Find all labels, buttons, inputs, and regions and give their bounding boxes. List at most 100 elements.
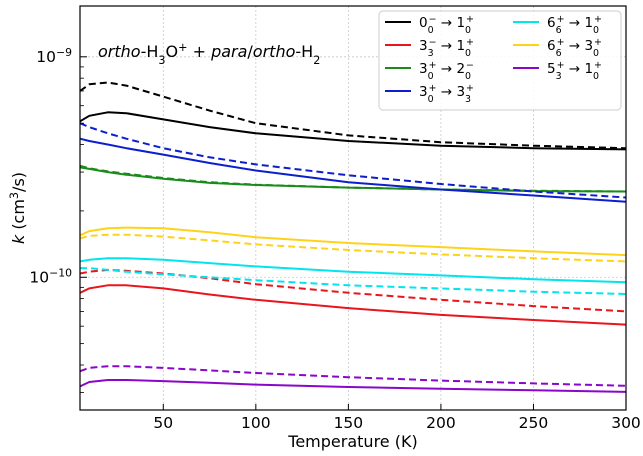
legend-sub: 0 (428, 94, 434, 105)
x-tick-label: 50 (153, 414, 173, 432)
legend-entry: 53+ → 10+ (547, 60, 602, 82)
legend-sub: 0 (465, 48, 471, 59)
annotation-part: / (247, 42, 253, 61)
legend-entry: 30+ → 20− (419, 60, 474, 82)
legend-level: 1 (584, 61, 593, 77)
legend-level: 1 (584, 15, 593, 31)
annotation-part: O (166, 42, 179, 61)
legend-sub: 0 (465, 25, 471, 36)
series-line-dashed (79, 164, 627, 193)
series-line-dashed (79, 365, 627, 387)
legend-arrow: → (565, 38, 585, 54)
y-tick-exponent: −10 (49, 266, 72, 279)
x-tick-label: 300 (611, 414, 641, 432)
legend-arrow: → (565, 15, 585, 31)
legend-sup: + (429, 83, 437, 94)
legend-level: 6 (547, 15, 556, 31)
series-line-dashed (79, 268, 627, 313)
x-axis-label: Temperature (K) (287, 432, 417, 451)
legend-level: 3 (456, 84, 465, 100)
legend-sub: 0 (428, 25, 434, 36)
y-tick-label: 10−10 (29, 266, 72, 287)
y-tick-label: 10−9 (36, 45, 72, 65)
x-tick-label: 200 (426, 414, 456, 432)
y-axis-label-part: /s) (9, 172, 28, 192)
legend-arrow: → (437, 61, 457, 77)
y-tick-exponent: −9 (56, 45, 72, 58)
series-line-solid (79, 226, 627, 257)
legend-box (378, 10, 622, 111)
legend-sup: − (429, 37, 437, 48)
legend-sub: 0 (465, 71, 471, 82)
legend-sub: 0 (593, 48, 599, 59)
legend-sub: 3 (465, 94, 471, 105)
axis-labels: Temperature (K)k (cm3/s)ortho-H3O+ + par… (8, 41, 418, 452)
y-tick-base: 10 (36, 48, 56, 66)
annotation-part: ortho (253, 42, 296, 61)
legend-sup: − (429, 14, 437, 25)
legend-sup: + (557, 14, 565, 25)
legend-sub: 6 (556, 25, 562, 36)
series-lines (79, 81, 627, 393)
y-axis-label-part: k (9, 234, 28, 244)
series-line-dashed (79, 122, 627, 199)
legend-level: 6 (547, 38, 556, 54)
annotation-part: 3 (158, 54, 165, 67)
legend-level: 3 (419, 61, 428, 77)
legend-entry: 66+ → 30+ (547, 37, 602, 59)
annotation-part: + (187, 42, 211, 61)
legend-sub: 0 (593, 25, 599, 36)
y-tick-base: 10 (29, 268, 49, 286)
x-tick-label: 100 (241, 414, 271, 432)
legend-level: 3 (584, 38, 593, 54)
annotation-part: -H (141, 42, 159, 61)
legend-arrow: → (565, 61, 585, 77)
legend-level: 1 (456, 38, 465, 54)
legend-arrow: → (437, 84, 457, 100)
legend-sub: 0 (593, 71, 599, 82)
plot-frame (79, 5, 627, 411)
legend-level: 3 (419, 38, 428, 54)
y-axis-label-part: (cm (9, 199, 28, 235)
series-line-solid (79, 137, 627, 203)
legend-level: 2 (456, 61, 465, 77)
legend-sup: + (557, 37, 565, 48)
series-line-solid (79, 111, 627, 151)
legend-level: 1 (456, 15, 465, 31)
legend-entry: 66+ → 10+ (547, 14, 602, 36)
chart-annotation: ortho-H3O+ + para/ortho-H2 (98, 41, 320, 67)
legend-sup: + (594, 37, 602, 48)
legend-sub: 0 (428, 71, 434, 82)
legend-sup: − (466, 60, 474, 71)
legend-sub: 3 (428, 48, 434, 59)
legend-sub: 3 (556, 71, 562, 82)
legend-entry: 00− → 10+ (419, 14, 474, 36)
series-line-solid (79, 284, 627, 326)
y-axis-label-part: 3 (8, 192, 21, 199)
legend: 00− → 10+33− → 10+30+ → 20−30+ → 33+66+ … (378, 10, 622, 111)
series-line-dashed (79, 233, 627, 263)
legend-entry: 33− → 10+ (419, 37, 474, 59)
annotation-part: + (178, 41, 187, 54)
legend-entry: 30+ → 33+ (419, 83, 474, 105)
legend-level: 0 (419, 15, 428, 31)
legend-arrow: → (437, 15, 457, 31)
x-tick-label: 250 (519, 414, 549, 432)
legend-arrow: → (437, 38, 457, 54)
x-tick-label: 150 (334, 414, 364, 432)
legend-level: 3 (419, 84, 428, 100)
y-axis-label: k (cm3/s) (8, 172, 29, 244)
legend-level: 5 (547, 61, 556, 77)
series-line-solid (79, 379, 627, 393)
legend-sup: + (466, 37, 474, 48)
series-line-solid (79, 257, 627, 284)
legend-sup: + (429, 60, 437, 71)
series-line-dashed (79, 81, 627, 150)
legend-sup: + (466, 83, 474, 94)
annotation-part: -H (295, 42, 313, 61)
annotation-part: ortho (98, 42, 141, 61)
legend-sup: + (557, 60, 565, 71)
annotation-part: para (210, 42, 247, 61)
legend-sub: 6 (556, 48, 562, 59)
